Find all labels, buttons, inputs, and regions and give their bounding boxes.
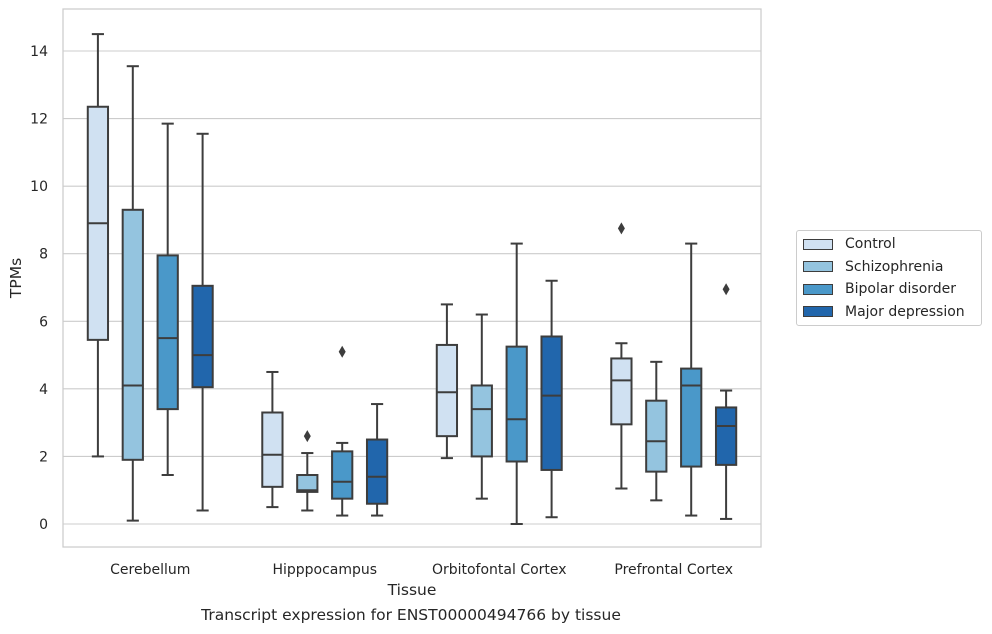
y-tick-label: 8 <box>39 247 48 263</box>
legend-item: Control <box>797 233 981 256</box>
outlier-point <box>338 345 346 358</box>
box-iqr <box>121 208 144 461</box>
x-tick-label: Hipppocampus <box>272 562 377 578</box>
box-major-depression <box>714 283 738 520</box>
legend-item: Bipolar disorder <box>797 278 981 301</box>
box-iqr <box>470 384 493 458</box>
box-iqr <box>610 357 633 426</box>
x-tick-label: Orbitofontal Cortex <box>432 562 567 578</box>
box-groups <box>86 33 738 525</box>
box-control <box>261 370 284 509</box>
box-iqr <box>680 367 703 468</box>
gridlines <box>63 50 761 525</box>
box-iqr <box>156 254 179 411</box>
box-iqr <box>645 399 668 473</box>
x-tick-label: Cerebellum <box>110 562 190 578</box>
y-tick-label: 0 <box>39 517 48 533</box>
outlier-point <box>617 222 625 235</box>
x-tick-labels: Cerebellum Hipppocampus Orbitofontal Corte… <box>110 562 733 578</box>
box-iqr <box>191 284 214 389</box>
legend-label: Major depression <box>845 303 965 320</box>
box-iqr <box>331 450 354 500</box>
box-major-depression <box>540 279 563 519</box>
box-control <box>610 222 633 490</box>
y-axis-label: TPMs <box>7 258 25 299</box>
box-bipolar-disorder <box>156 122 179 477</box>
box-bipolar-disorder <box>331 345 354 517</box>
legend: Control Schizophrenia Bipolar disorder Majo… <box>796 230 982 326</box>
figure-caption: Transcript expression for ENST0000049476… <box>201 606 621 624</box>
y-tick-label: 6 <box>39 314 48 330</box>
legend-swatch <box>803 238 833 250</box>
legend-item: Schizophrenia <box>797 256 981 279</box>
x-axis-label: Tissue <box>387 581 437 599</box>
outlier-point <box>303 430 311 443</box>
y-tick-label: 14 <box>30 44 48 60</box>
box-iqr <box>714 406 738 466</box>
legend-swatch <box>803 261 833 273</box>
box-schizophrenia <box>470 313 493 500</box>
legend-label: Schizophrenia <box>845 258 944 275</box>
box-control <box>86 33 110 458</box>
y-tick-label: 10 <box>30 179 48 195</box>
legend-swatch <box>803 306 833 318</box>
box-iqr <box>261 411 284 488</box>
box-control <box>435 303 459 460</box>
y-tick-label: 4 <box>39 382 48 398</box>
box-iqr <box>505 345 528 463</box>
box-bipolar-disorder <box>680 242 703 517</box>
legend-swatch <box>803 283 833 295</box>
legend-label: Control <box>845 236 896 253</box>
legend-label: Bipolar disorder <box>845 281 957 298</box>
y-tick-labels: 0 2 4 6 8 10 12 14 <box>30 44 48 533</box>
box-iqr <box>540 335 563 471</box>
box-iqr <box>365 438 389 505</box>
box-iqr <box>296 474 319 493</box>
box-schizophrenia <box>296 430 319 512</box>
x-tick-label: Prefrontal Cortex <box>614 562 733 578</box>
box-iqr <box>435 343 459 438</box>
y-tick-label: 2 <box>39 449 48 465</box>
legend-item: Major depression <box>797 301 981 324</box>
plot-frame <box>62 8 762 548</box>
y-tick-label: 12 <box>30 112 48 128</box>
outlier-point <box>722 283 730 296</box>
box-major-depression <box>365 403 389 517</box>
box-schizophrenia <box>645 360 668 502</box>
box-major-depression <box>191 132 214 512</box>
box-bipolar-disorder <box>505 242 528 525</box>
box-schizophrenia <box>121 65 144 522</box>
